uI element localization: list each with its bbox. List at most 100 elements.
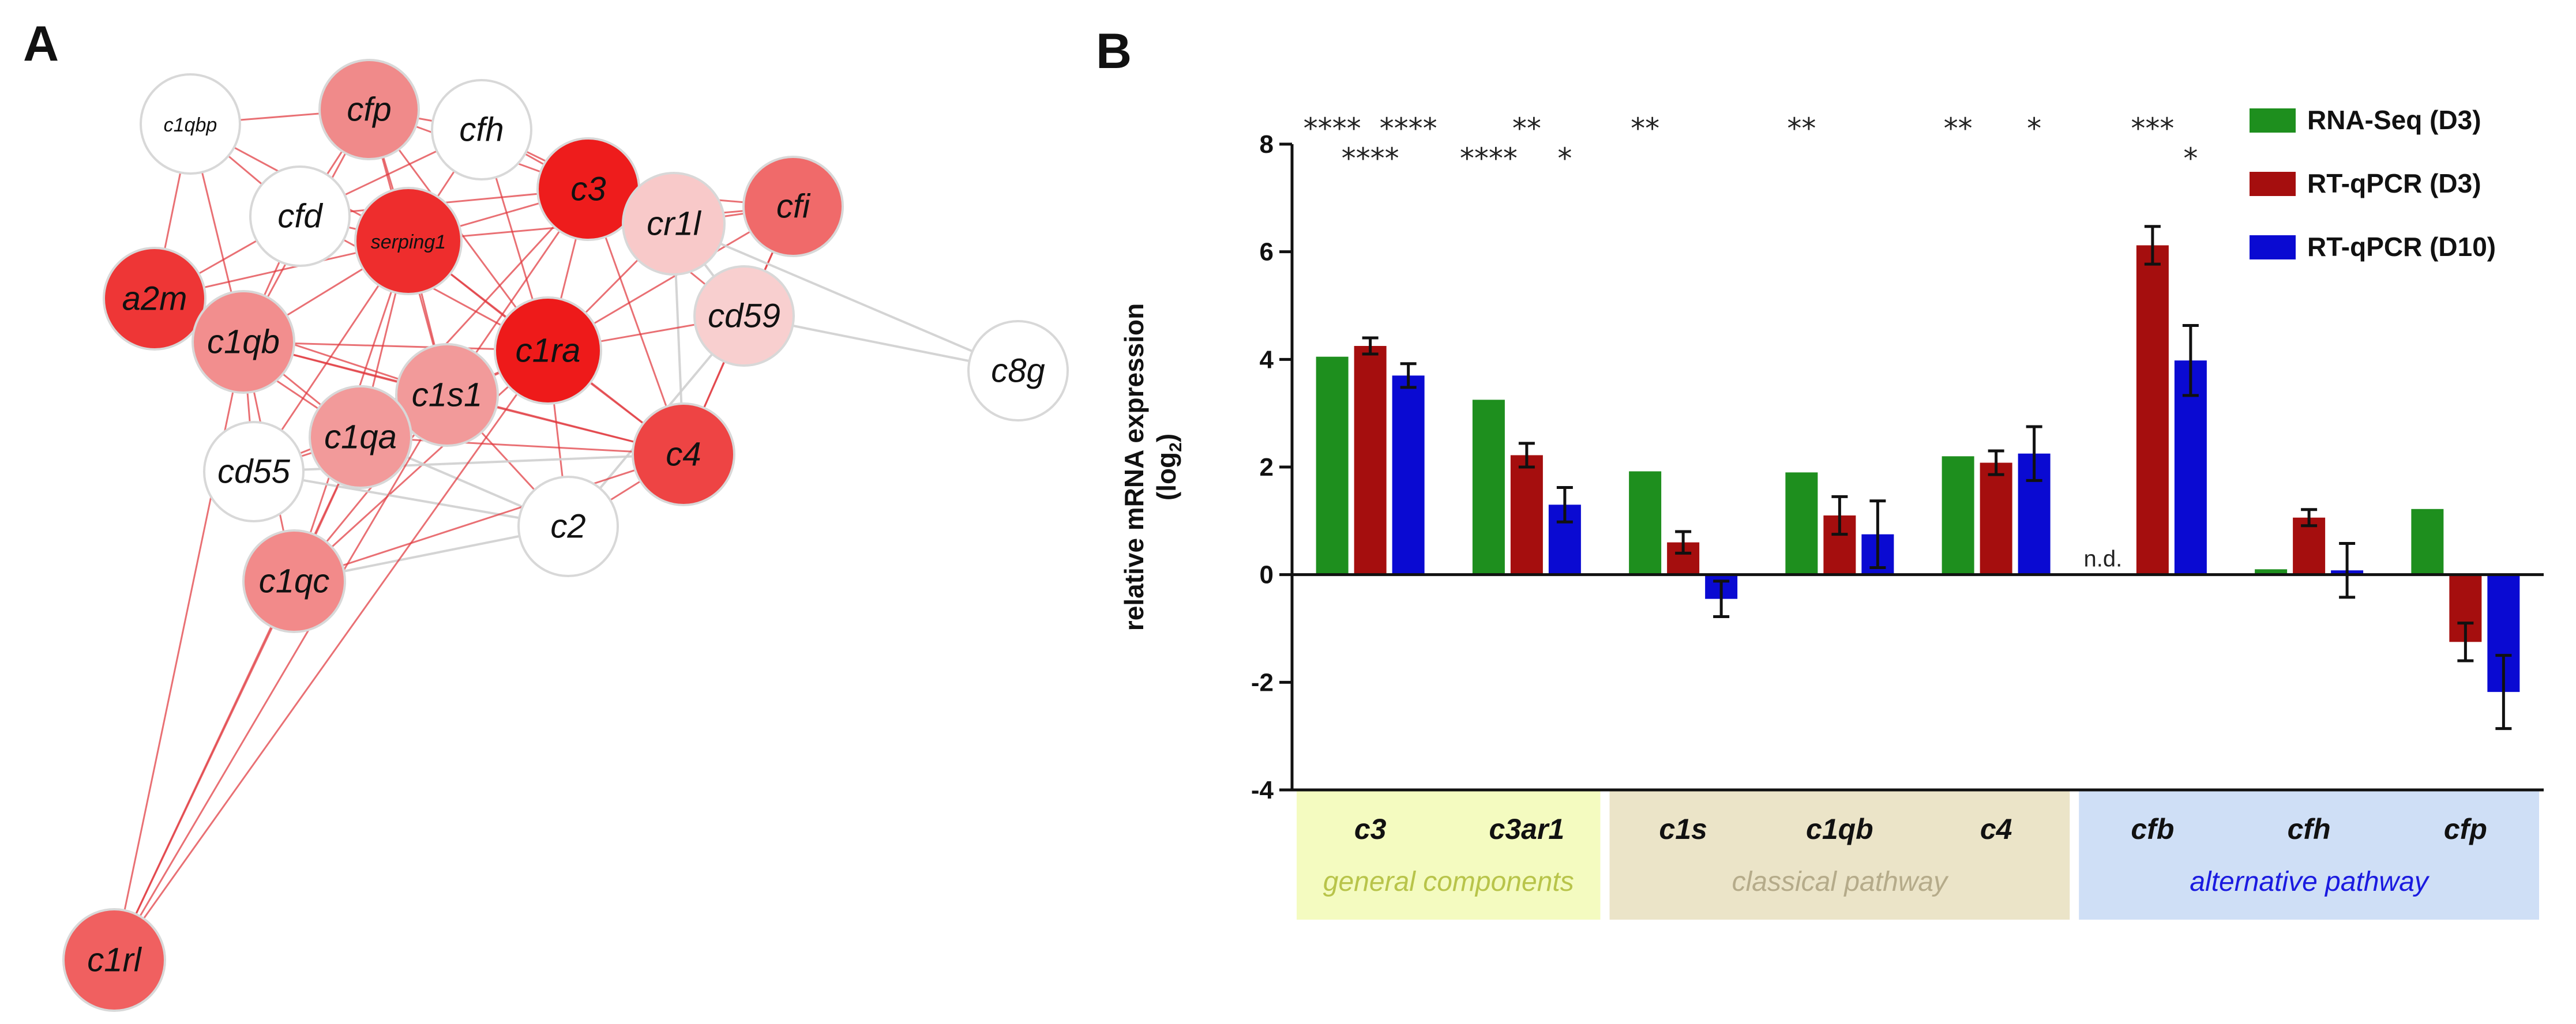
node-circle-cd55: [203, 421, 305, 522]
node-circle-a2m: [103, 247, 206, 351]
network-edge-c1qc-c4: [294, 453, 684, 582]
node-c1qb: c1qb: [191, 290, 295, 394]
node-label-cd55: cd55: [217, 453, 291, 491]
node-circle-cfd: [249, 165, 351, 267]
node-circle-cfh: [431, 79, 532, 180]
bar-cfp-s0: [2411, 509, 2444, 575]
node-c1qc: c1qc: [242, 529, 346, 633]
node-c4: c4: [632, 402, 735, 506]
y-tick-label-4: 4: [1260, 345, 1274, 374]
node-label-cr1l: cr1l: [647, 205, 702, 243]
network-nodes: c1qbp cfp cfh c3 cfi cfd serping1 cr1l cd59 a2m c1…: [62, 59, 1069, 1012]
group-box-0: [1297, 791, 1601, 920]
legend-label-0: RNA-Seq (D3): [2307, 105, 2481, 135]
node-circle-c1ra: [494, 296, 602, 405]
node-circle-c1rl: [62, 908, 166, 1012]
node-c1s1: c1s1: [395, 343, 499, 447]
node-circle-cfp: [318, 59, 420, 160]
node-label-c1rl: c1rl: [87, 942, 142, 979]
node-cd55: cd55: [203, 421, 305, 522]
node-circle-c1qc: [242, 529, 346, 633]
node-serping1: serping1: [354, 187, 463, 295]
bars: n.d.: [1316, 225, 2520, 731]
legend-swatch-2: [2250, 235, 2296, 259]
network-edge-c1rl-c1qa: [113, 436, 362, 961]
significance-markers: ********************* ** ** * ****: [1304, 112, 2198, 175]
node-label-cfp: cfp: [347, 91, 391, 129]
category-label-cfh: cfh: [2288, 813, 2331, 845]
node-cr1l: cr1l: [622, 172, 726, 276]
significance-c3ar1-s2: *: [1557, 142, 1572, 175]
node-label-c8g: c8g: [991, 352, 1045, 390]
category-label-c4: c4: [1980, 813, 2012, 845]
node-circle-c2: [517, 476, 619, 577]
node-circle-c8g: [967, 320, 1069, 421]
bar-cfb-s1: [2136, 245, 2169, 575]
group-2: alternative pathway: [2079, 791, 2539, 920]
significance-cfb-s2: *: [2183, 142, 2198, 175]
significance-c3-s2: ****: [1380, 112, 1437, 145]
node-cfi: cfi: [742, 156, 844, 257]
legend-label-1: RT-qPCR (D3): [2307, 168, 2481, 198]
bar-c3-s2: [1392, 375, 1425, 575]
network-edge-c1rl-c1ra: [113, 350, 549, 961]
bar-c1qb-s0: [1785, 472, 1818, 575]
node-label-c1ra: c1ra: [516, 332, 581, 370]
significance-c4-s2: *: [2027, 112, 2041, 145]
significance-c1s-s0: **: [1631, 112, 1659, 145]
category-label-cfp: cfp: [2444, 813, 2487, 845]
node-label-c1s1: c1s1: [412, 377, 483, 414]
node-label-c1qa: c1qa: [324, 419, 397, 456]
category-label-c3: c3: [1354, 813, 1387, 845]
category-label-c1qb: c1qb: [1806, 813, 1873, 845]
node-circle-c1qbp: [140, 73, 241, 175]
legend-label-2: RT-qPCR (D10): [2307, 232, 2496, 262]
node-c1rl: c1rl: [62, 908, 166, 1012]
category-label-c1s: c1s: [1659, 813, 1707, 845]
significance-c4-s0: **: [1944, 112, 1973, 145]
bar-c3ar1-s1: [1510, 455, 1543, 575]
significance-c3-s1: ****: [1342, 142, 1399, 175]
y-axis-title: relative mRNA expression: [1119, 303, 1149, 631]
node-circle-c4: [632, 402, 735, 506]
y-tick-label--2: -2: [1251, 668, 1274, 697]
group-label-2: alternative pathway: [2190, 867, 2430, 897]
significance-c1qb-s0: **: [1787, 112, 1816, 145]
not-detected-label: n.d.: [2084, 547, 2123, 572]
group-box-1: [1609, 791, 2070, 920]
significance-c3ar1-s1: **: [1512, 112, 1541, 145]
node-label-a2m: a2m: [122, 280, 187, 318]
node-label-cfh: cfh: [459, 111, 504, 149]
node-c8g: c8g: [967, 320, 1069, 421]
node-label-c3: c3: [570, 171, 606, 208]
significance-c3-s0: ****: [1304, 112, 1361, 145]
bar-c3-s0: [1316, 356, 1349, 575]
y-tick-label-6: 6: [1260, 238, 1274, 266]
node-label-cfd: cfd: [277, 198, 323, 235]
group-0: general components: [1297, 791, 1601, 920]
node-label-c1qc: c1qc: [259, 563, 330, 600]
node-cfp: cfp: [318, 59, 420, 160]
bar-c3-s1: [1354, 346, 1387, 575]
node-c1ra: c1ra: [494, 296, 602, 405]
legend-swatch-1: [2250, 172, 2296, 196]
node-label-c1qb: c1qb: [207, 323, 280, 361]
node-circle-cd59: [693, 265, 795, 367]
node-circle-cfi: [742, 156, 844, 257]
panel-a-letter: A: [23, 16, 59, 71]
bar-c1s-s0: [1629, 471, 1662, 575]
legend-swatch-0: [2250, 108, 2296, 133]
panel-b-letter: B: [1096, 24, 1132, 79]
node-circle-cr1l: [622, 172, 726, 276]
pathway-groups: general components classical pathway alter…: [1297, 791, 2539, 920]
node-c1qbp: c1qbp: [140, 73, 241, 175]
node-c1qa: c1qa: [309, 385, 412, 489]
group-label-1: classical pathway: [1732, 867, 1950, 897]
network-graph: c1qbp cfp cfh c3 cfi cfd serping1 cr1l cd59 a2m c1…: [62, 59, 1069, 1012]
y-tick-label-2: 2: [1260, 453, 1274, 481]
node-label-cd59: cd59: [708, 298, 780, 335]
y-tick-label--4: -4: [1251, 776, 1274, 804]
network-edge-cr1l-c8g: [673, 223, 1019, 372]
network-edge-c1qa-c4: [360, 436, 684, 455]
node-label-c4: c4: [666, 436, 701, 473]
